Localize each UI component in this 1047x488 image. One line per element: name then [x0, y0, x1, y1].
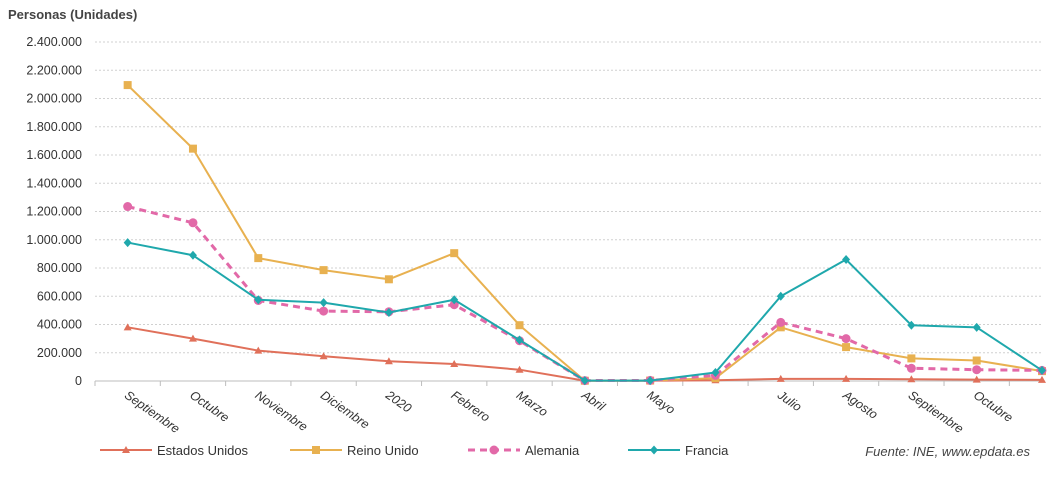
data-point — [319, 352, 328, 360]
data-point — [776, 317, 786, 327]
legend-marker — [312, 446, 320, 454]
legend: Estados Unidos Reino Unido Alemania Francia — [100, 443, 729, 458]
y-tick-label: 2.000.000 — [26, 92, 82, 106]
series-line — [127, 241, 1043, 382]
data-point — [450, 295, 459, 305]
series-line — [127, 326, 1043, 382]
legend-item: Reino Unido — [290, 443, 419, 458]
series-estados-unidos — [123, 323, 1046, 384]
legend-label: Reino Unido — [347, 443, 419, 458]
data-point — [1038, 375, 1046, 383]
legend-label: Estados Unidos — [157, 443, 249, 458]
data-point — [188, 144, 197, 153]
data-point — [515, 321, 524, 330]
y-tick-label: 1.600.000 — [26, 148, 82, 162]
series-francia — [123, 238, 1046, 386]
data-point — [384, 357, 393, 365]
unit-label: Personas (Unidades) — [8, 7, 137, 22]
data-point — [254, 254, 263, 263]
series-line — [127, 205, 1043, 383]
data-point — [907, 354, 916, 363]
y-tick-label: 1.000.000 — [26, 233, 82, 247]
data-point — [776, 374, 785, 382]
data-point — [188, 250, 197, 260]
data-point — [906, 363, 916, 373]
data-point — [1038, 365, 1046, 375]
data-point — [776, 291, 785, 301]
data-point — [384, 307, 393, 317]
data-point — [449, 300, 459, 310]
data-point — [972, 356, 981, 365]
x-tick-label: Noviembre — [253, 388, 311, 434]
y-tick-label: 0 — [75, 374, 82, 388]
data-point — [776, 323, 785, 332]
data-point — [841, 334, 851, 344]
source-note: Fuente: INE, www.epdata.es — [865, 444, 1030, 459]
series-line — [126, 84, 1043, 382]
x-tick-label: 2020 — [382, 387, 414, 415]
x-tick-label: Octubre — [971, 388, 1015, 425]
data-point — [907, 320, 916, 330]
axes: 0 200.000 400.000 600.000 800.000 1.000.000 1.… — [26, 35, 1042, 436]
x-tick-label: Agosto — [840, 387, 881, 421]
y-tick-label: 1.200.000 — [26, 205, 82, 219]
data-point — [515, 365, 524, 373]
y-tick-label: 800.000 — [37, 261, 82, 275]
x-tick-label: Septiembre — [906, 388, 966, 436]
data-point — [842, 343, 851, 352]
y-tick-label: 200.000 — [37, 346, 82, 360]
data-point — [123, 81, 132, 90]
data-point — [450, 360, 459, 368]
y-tick-label: 1.800.000 — [26, 120, 82, 134]
legend-label: Francia — [685, 443, 729, 458]
x-tick-label: Febrero — [448, 388, 492, 425]
x-tick-label: Octubre — [187, 388, 231, 425]
data-point — [123, 202, 133, 212]
legend-item: Estados Unidos — [100, 443, 249, 458]
legend-marker — [489, 445, 499, 455]
data-point — [515, 335, 524, 345]
x-tick-label: Julio — [774, 387, 804, 414]
data-point — [646, 376, 655, 386]
data-point — [384, 275, 393, 284]
x-tick-label: Abril — [578, 387, 608, 414]
data-point — [972, 375, 981, 383]
x-tick-label: Mayo — [644, 388, 677, 417]
x-tick-label: Marzo — [514, 388, 551, 419]
data-point — [123, 238, 132, 248]
data-point — [842, 374, 851, 382]
data-point — [580, 376, 589, 386]
data-point — [319, 298, 328, 308]
data-point — [254, 346, 263, 354]
data-point — [254, 295, 263, 305]
data-point — [972, 365, 982, 375]
x-tick-label: Septiembre — [122, 388, 182, 436]
x-tick-label: Diciembre — [318, 388, 372, 432]
legend-item: Francia — [628, 443, 729, 458]
data-point — [319, 306, 329, 316]
data-point — [450, 249, 459, 258]
data-point — [972, 322, 981, 332]
data-point — [907, 375, 916, 383]
data-point — [123, 323, 132, 331]
data-point — [319, 266, 328, 275]
y-tick-label: 2.200.000 — [26, 63, 82, 77]
data-point — [711, 368, 720, 378]
y-tick-label: 1.400.000 — [26, 176, 82, 190]
data-point — [842, 255, 851, 265]
legend-item: Alemania — [468, 443, 580, 458]
y-tick-label: 600.000 — [37, 289, 82, 303]
legend-marker — [122, 446, 130, 453]
series-lines — [123, 81, 1047, 386]
legend-marker — [650, 445, 658, 455]
y-tick-label: 400.000 — [37, 318, 82, 332]
legend-label: Alemania — [525, 443, 580, 458]
y-tick-label: 2.400.000 — [26, 35, 82, 49]
data-point — [188, 218, 198, 228]
grid-lines — [95, 41, 1042, 354]
data-point — [188, 334, 197, 342]
